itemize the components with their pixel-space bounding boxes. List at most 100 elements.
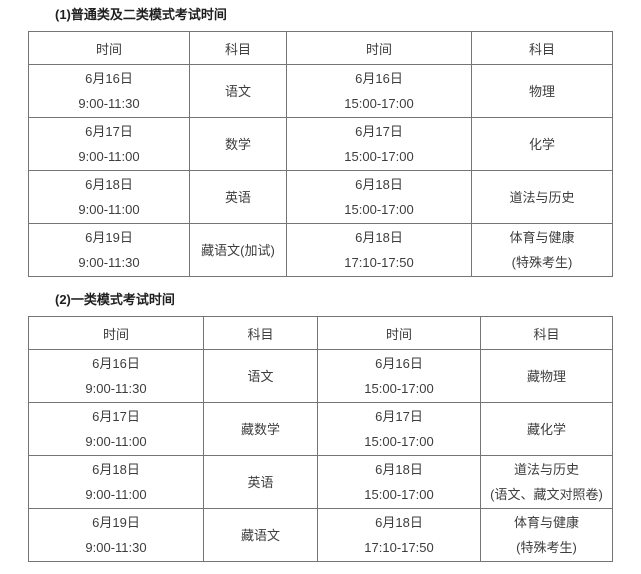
header-subject-1: 科目 (189, 31, 287, 65)
subject-text: 物理 (528, 83, 555, 99)
date-text: 6月17日 (355, 124, 403, 139)
date-text: 6月19日 (92, 515, 140, 530)
subject-note: (特殊考生) (516, 540, 577, 555)
header-subject-2: 科目 (471, 31, 613, 65)
time-text: 9:00-11:00 (85, 434, 147, 449)
time-cell: 6月16日 15:00-17:00 (286, 64, 472, 118)
time-cell: 6月18日 9:00-11:00 (28, 455, 204, 509)
time-text: 15:00-17:00 (364, 434, 434, 449)
header-time-2: 时间 (286, 31, 472, 65)
table-row: 6月19日 9:00-11:30 藏语文 6月18日 17:10-17:50 体… (28, 508, 613, 562)
table-row: 6月19日 9:00-11:30 藏语文(加试) 6月18日 17:10-17:… (28, 223, 613, 277)
subject-cell: 道法与历史 (471, 170, 613, 224)
subject-cell: 数学 (189, 117, 287, 171)
table-row: 6月18日 9:00-11:00 英语 6月18日 15:00-17:00 道法… (28, 455, 613, 509)
section-exam-schedule-1: (1)普通类及二类模式考试时间 时间 科目 时间 科目 6月16日 9:00-1… (28, 6, 641, 277)
time-text: 9:00-11:00 (78, 149, 140, 164)
date-text: 6月17日 (92, 409, 140, 424)
subject-text: 语文 (247, 368, 274, 384)
subject-cell: 藏物理 (480, 349, 613, 403)
subject-text: 藏数学 (240, 421, 280, 437)
time-cell: 6月17日 15:00-17:00 (317, 402, 481, 456)
subject-cell: 道法与历史 (语文、藏文对照卷) (480, 455, 613, 509)
subject-cell: 英语 (203, 455, 318, 509)
time-cell: 6月19日 9:00-11:30 (28, 508, 204, 562)
date-text: 6月16日 (85, 71, 133, 86)
date-text: 6月18日 (375, 462, 423, 477)
time-cell: 6月16日 9:00-11:30 (28, 64, 190, 118)
section-exam-schedule-2: (2)一类模式考试时间 时间 科目 时间 科目 6月16日 9:00-11:30 (28, 291, 641, 562)
date-text: 6月18日 (375, 515, 423, 530)
table-row: 6月18日 9:00-11:00 英语 6月18日 15:00-17:00 道法… (28, 170, 613, 224)
time-cell: 6月17日 9:00-11:00 (28, 402, 204, 456)
date-text: 6月16日 (355, 71, 403, 86)
subject-text: 体育与健康 (509, 230, 575, 245)
subject-note: (语文、藏文对照卷) (490, 487, 603, 502)
subject-text: 道法与历史 (513, 462, 579, 477)
subject-text: 藏物理 (526, 368, 566, 384)
time-cell: 6月16日 9:00-11:30 (28, 349, 204, 403)
time-cell: 6月17日 9:00-11:00 (28, 117, 190, 171)
subject-text: 藏化学 (526, 421, 566, 437)
time-cell: 6月18日 15:00-17:00 (317, 455, 481, 509)
subject-cell: 英语 (189, 170, 287, 224)
date-text: 6月19日 (85, 230, 133, 245)
header-time-2: 时间 (317, 316, 481, 350)
subject-text: 数学 (224, 136, 251, 152)
date-text: 6月16日 (375, 356, 423, 371)
time-text: 9:00-11:00 (85, 487, 147, 502)
subject-text: 英语 (247, 474, 274, 490)
page: (1)普通类及二类模式考试时间 时间 科目 时间 科目 6月16日 9:00-1… (28, 6, 641, 562)
header-subject-2: 科目 (480, 316, 613, 350)
subject-cell: 语文 (189, 64, 287, 118)
exam-schedule-table-2: 时间 科目 时间 科目 6月16日 9:00-11:30 语文 (28, 316, 613, 562)
subject-text: 藏语文 (240, 527, 280, 543)
subject-text: 体育与健康 (513, 515, 579, 530)
subject-text: 语文 (224, 83, 251, 99)
time-text: 9:00-11:30 (85, 540, 147, 555)
subject-cell: 藏化学 (480, 402, 613, 456)
subject-cell: 藏数学 (203, 402, 318, 456)
subject-text: 化学 (528, 136, 555, 152)
table1-title: (1)普通类及二类模式考试时间 (55, 7, 227, 22)
subject-note: (特殊考生) (511, 255, 573, 270)
table-row: 6月17日 9:00-11:00 藏数学 6月17日 15:00-17:00 藏… (28, 402, 613, 456)
date-text: 6月18日 (355, 177, 403, 192)
header-time-1: 时间 (28, 31, 190, 65)
time-text: 15:00-17:00 (364, 381, 434, 396)
subject-cell: 体育与健康 (特殊考生) (480, 508, 613, 562)
time-cell: 6月18日 9:00-11:00 (28, 170, 190, 224)
date-text: 6月16日 (92, 356, 140, 371)
subject-text: 藏语文(加试) (201, 242, 275, 258)
date-text: 6月17日 (375, 409, 423, 424)
subject-cell: 体育与健康 (特殊考生) (471, 223, 613, 277)
subject-cell: 藏语文(加试) (189, 223, 287, 277)
time-cell: 6月18日 17:10-17:50 (286, 223, 472, 277)
table-header-row: 时间 科目 时间 科目 (28, 316, 613, 350)
time-text: 15:00-17:00 (344, 96, 414, 111)
time-text: 17:10-17:50 (344, 255, 414, 270)
subject-text: 英语 (224, 189, 251, 205)
subject-cell: 语文 (203, 349, 318, 403)
subject-text: 道法与历史 (509, 189, 575, 205)
time-text: 9:00-11:00 (78, 202, 140, 217)
header-subject-1: 科目 (203, 316, 318, 350)
time-text: 9:00-11:30 (78, 255, 140, 270)
table-row: 6月17日 9:00-11:00 数学 6月17日 15:00-17:00 化学 (28, 117, 613, 171)
subject-cell: 化学 (471, 117, 613, 171)
time-text: 15:00-17:00 (344, 149, 414, 164)
time-text: 9:00-11:30 (78, 96, 140, 111)
time-cell: 6月18日 17:10-17:50 (317, 508, 481, 562)
exam-schedule-table-1: 时间 科目 时间 科目 6月16日 9:00-11:30 语文 (28, 31, 613, 277)
subject-cell: 藏语文 (203, 508, 318, 562)
date-text: 6月18日 (355, 230, 403, 245)
time-text: 15:00-17:00 (344, 202, 414, 217)
table-row: 6月16日 9:00-11:30 语文 6月16日 15:00-17:00 物理 (28, 64, 613, 118)
time-text: 15:00-17:00 (364, 487, 434, 502)
time-cell: 6月19日 9:00-11:30 (28, 223, 190, 277)
date-text: 6月18日 (92, 462, 140, 477)
table-row: 6月16日 9:00-11:30 语文 6月16日 15:00-17:00 藏物… (28, 349, 613, 403)
subject-cell: 物理 (471, 64, 613, 118)
table2-title: (2)一类模式考试时间 (55, 292, 175, 307)
date-text: 6月17日 (85, 124, 133, 139)
